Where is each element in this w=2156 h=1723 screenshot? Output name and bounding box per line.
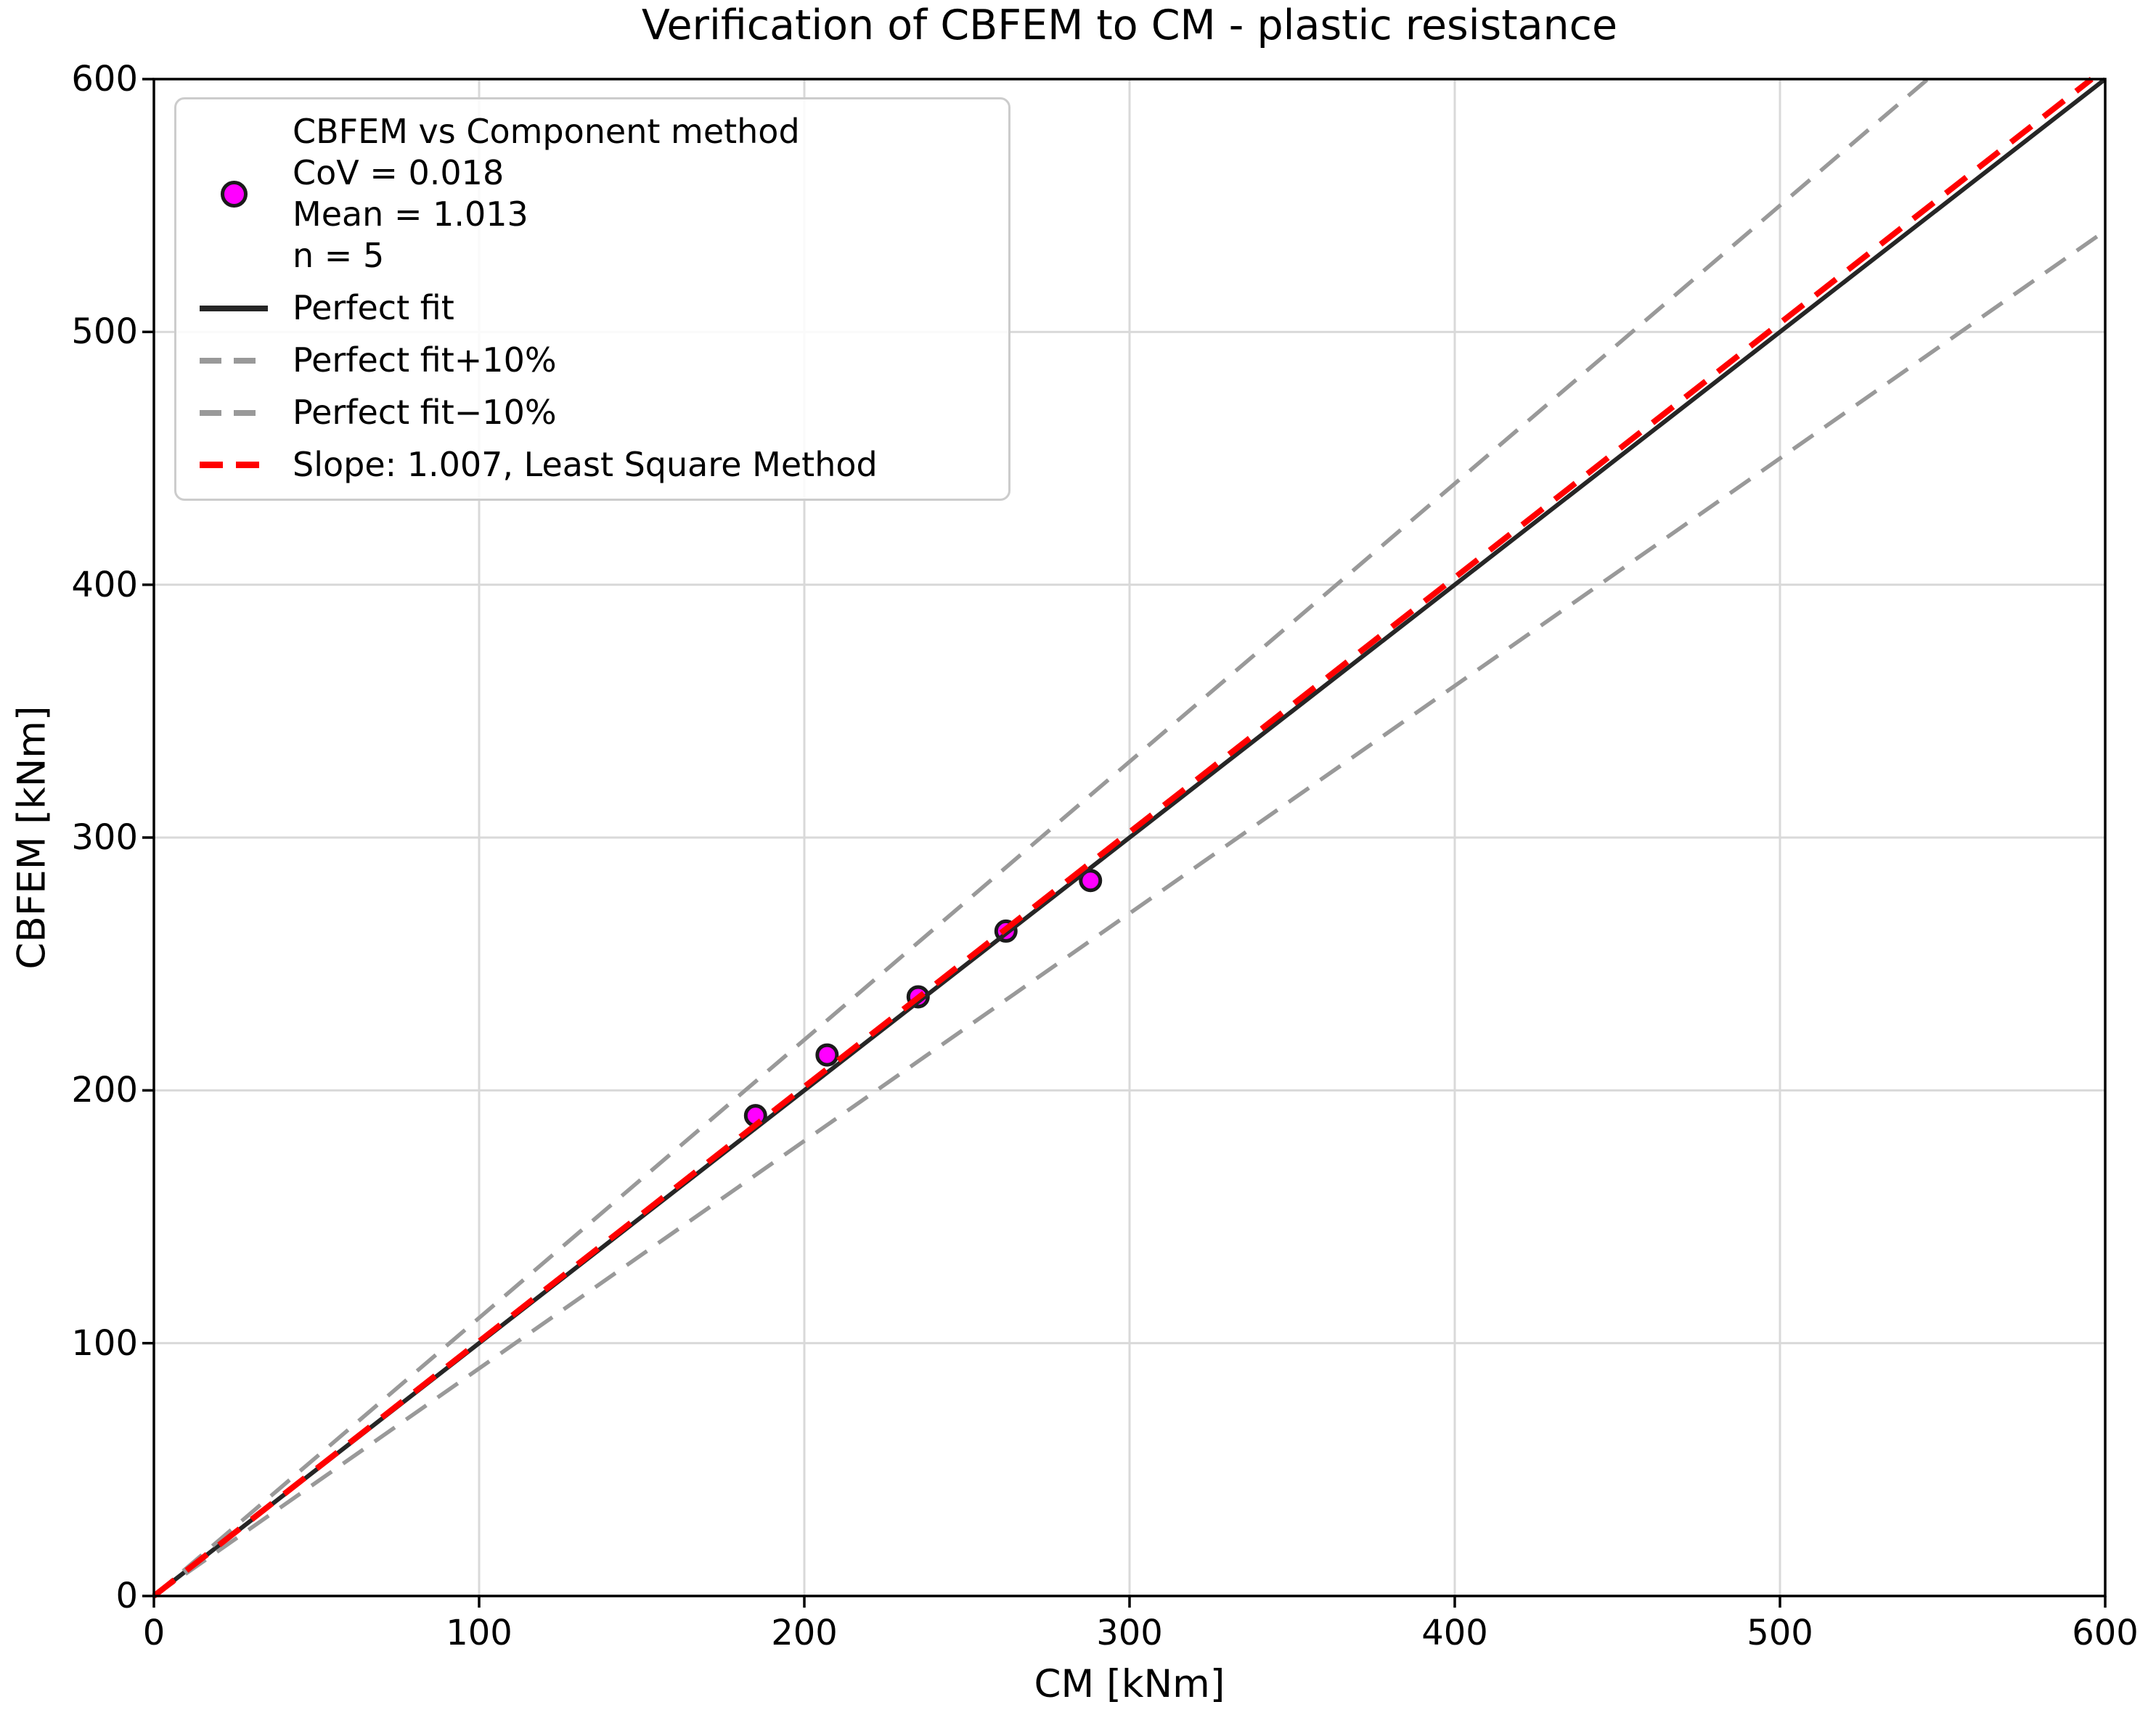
plot-area [142,76,2107,1608]
legend-entry-perfect-fit: Perfect fit [194,287,991,329]
legend-scatter-line-2: CoV = 0.018 [293,153,505,192]
legend-label-scatter: CBFEM vs Component method CoV = 0.018 Me… [293,111,800,277]
y-tick-label: 100 [71,1322,138,1364]
y-tick-label: 200 [71,1070,138,1111]
legend-sample-scatter [194,180,274,208]
gray-dashed-line-icon [200,357,268,364]
legend-label-lsm: Slope: 1.007, Least Square Method [293,445,878,484]
least-square-fit-line [152,76,2094,1599]
legend-sample-minus10 [194,409,274,416]
y-tick-label: 500 [71,311,138,353]
legend-scatter-line-4: n = 5 [293,236,385,275]
red-dashed-line-icon [200,462,268,468]
x-tick-label: 100 [446,1613,513,1653]
legend-entry-minus10: Perfect fit−10% [194,392,991,433]
chart-title: Verification of CBFEM to CM - plastic re… [641,1,1618,49]
x-tick-label: 400 [1421,1613,1488,1653]
y-axis-label: CBFEM [kNm] [9,705,54,970]
x-tick-label: 0 [142,1613,166,1653]
legend: CBFEM vs Component method CoV = 0.018 Me… [174,97,1010,501]
scatter-marker-icon [220,180,248,208]
legend-sample-perfect-fit [194,305,274,311]
legend-label-minus10: Perfect fit−10% [293,393,557,432]
perfect-fit-plus10-line [152,77,1930,1598]
legend-scatter-line-1: CBFEM vs Component method [293,112,800,151]
legend-sample-plus10 [194,357,274,364]
legend-entry-lsm: Slope: 1.007, Least Square Method [194,444,991,486]
x-tick-label: 200 [771,1613,838,1653]
gray-dashed-line-icon [200,409,268,416]
x-tick-label: 500 [1747,1613,1813,1653]
x-tick-label: 300 [1096,1613,1163,1653]
y-tick-label: 600 [71,59,138,99]
legend-entry-scatter: CBFEM vs Component method CoV = 0.018 Me… [194,111,991,277]
perfect-fit-minus10-line [152,229,2107,1598]
data-point [1079,869,1103,893]
perfect-fit-line [152,77,2107,1598]
legend-entry-plus10: Perfect fit+10% [194,340,991,381]
y-tick-label: 0 [115,1576,138,1616]
data-point [815,1043,839,1067]
legend-label-perfect-fit: Perfect fit [293,288,454,327]
x-tick-label: 600 [2072,1613,2139,1653]
legend-sample-lsm [194,462,274,468]
legend-label-plus10: Perfect fit+10% [293,340,557,380]
legend-scatter-line-3: Mean = 1.013 [293,195,528,234]
y-tick-label: 400 [71,564,138,605]
solid-line-icon [200,305,268,311]
y-tick-label: 300 [71,817,138,858]
x-axis-label: CM [kNm] [1034,1662,1225,1706]
